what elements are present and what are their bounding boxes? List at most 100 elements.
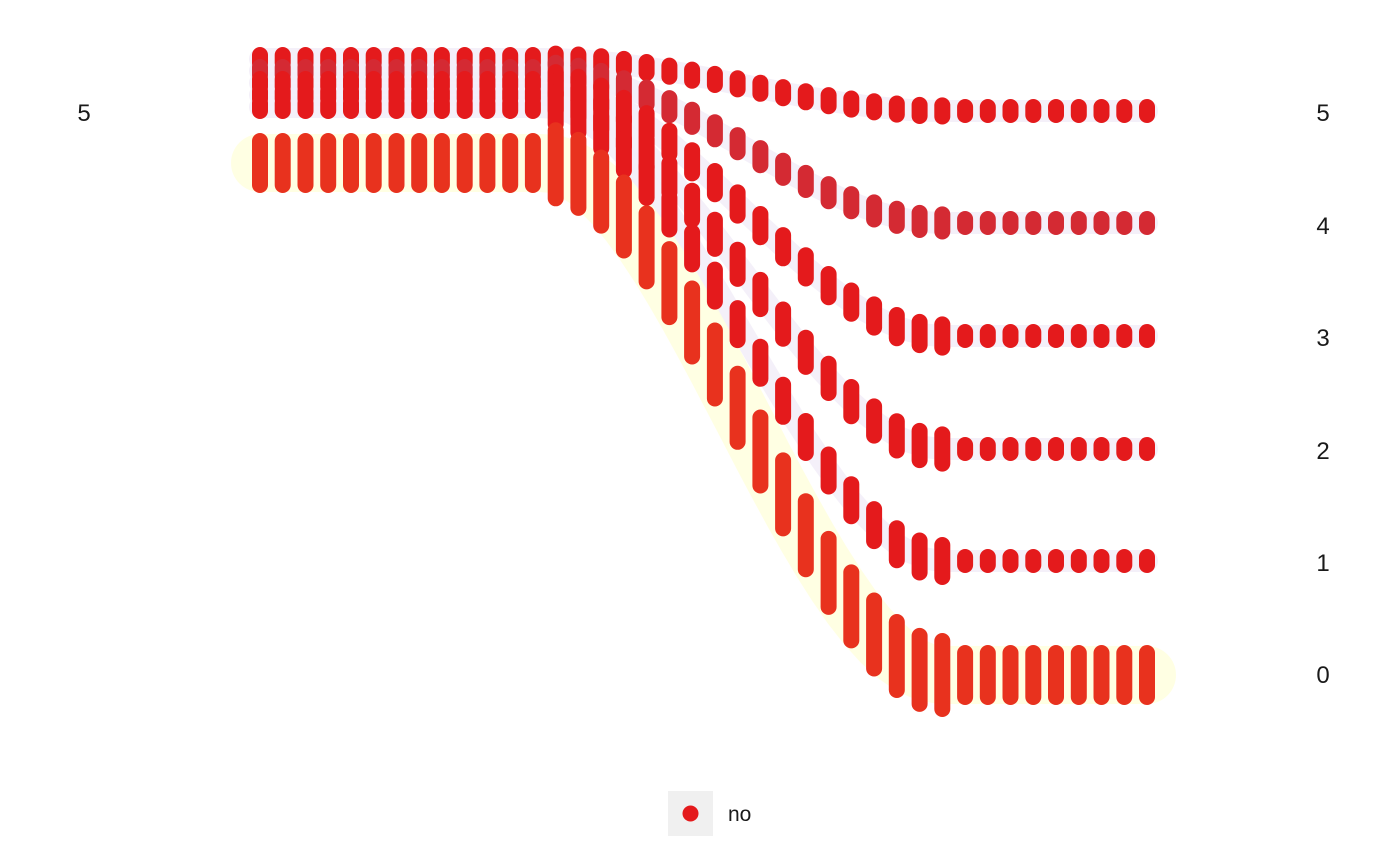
flow-5-to-3-dot-36 — [1070, 324, 1087, 348]
flow-5-to-1-dot-35 — [1048, 549, 1064, 573]
flow-5-to-0-dot-31 — [957, 645, 974, 705]
flow-5-to-0-dot-2 — [297, 133, 314, 193]
flow-5-to-2-dot-31 — [957, 437, 974, 461]
flow-5-to-5-dot-24 — [797, 83, 814, 111]
legend-key-dot — [682, 805, 699, 822]
flow-5-to-1-dot-28 — [888, 520, 905, 569]
flow-5-to-2-dot-35 — [1048, 437, 1064, 461]
flow-5-to-3-dot-31 — [957, 324, 974, 348]
flow-5-to-0-dot-23 — [775, 452, 792, 537]
flow-5-to-5-dot-18 — [661, 57, 678, 85]
right-axis-label-0: 0 — [1316, 662, 1329, 689]
flow-5-to-1-dot-24 — [797, 413, 814, 461]
flow-5-to-1-dot-0 — [252, 95, 268, 119]
flow-5-to-4-dot-25 — [820, 176, 837, 210]
flow-5-to-1-dot-5 — [365, 95, 382, 119]
flow-5-to-4-dot-31 — [957, 211, 974, 235]
flow-5-to-1-dot-25 — [820, 446, 837, 495]
flow-5-to-4-dot-26 — [843, 186, 860, 220]
right-axis-label-4: 4 — [1316, 213, 1329, 240]
flow-5-to-0-dot-38 — [1116, 645, 1133, 705]
flow-5-to-3-dot-35 — [1048, 324, 1064, 348]
flow-5-to-4-dot-18 — [661, 90, 678, 124]
flow-5-to-3-dot-26 — [843, 282, 860, 322]
flow-5-to-1-dot-6 — [388, 95, 405, 119]
flow-5-to-0-dot-5 — [365, 133, 382, 193]
flow-5-to-4-dot-21 — [729, 127, 746, 161]
flow-5-to-4-band — [249, 60, 1158, 234]
flow-5-to-0-dot-10 — [479, 133, 496, 193]
flow-5-to-2-dot-32 — [979, 437, 996, 461]
flow-5-to-2-dot-34 — [1025, 437, 1042, 461]
flow-5-to-3-dot-27 — [866, 296, 883, 336]
flow-5-to-3-dot-21 — [729, 184, 746, 224]
flow-5-to-0-dot-32 — [979, 645, 996, 705]
flow-5-to-2-dot-30 — [934, 426, 951, 472]
flow-5-to-1-dot-12 — [524, 95, 541, 119]
flow-5-to-4-dot-35 — [1048, 211, 1064, 235]
flow-5-to-3-band — [249, 72, 1158, 347]
flow-5-to-5-dot-33 — [1002, 99, 1019, 123]
flow-5-to-2-dot-21 — [729, 241, 746, 287]
flow-5-to-0-dot-1 — [274, 133, 291, 193]
flow-5-to-2-dot-28 — [888, 413, 905, 459]
flow-5-to-0-dot-11 — [502, 133, 519, 193]
flow-5-to-3-dot-37 — [1093, 324, 1110, 348]
flow-5-to-4-dot-20 — [706, 114, 723, 148]
flow-5-to-0-band — [231, 134, 1176, 704]
flow-5-to-5-dot-16 — [615, 50, 632, 78]
flow-5-to-1-band — [249, 96, 1158, 572]
flow-5-to-1-dot-10 — [479, 95, 496, 119]
flow-5-to-3-dot-19 — [684, 142, 701, 182]
flow-5-to-3-dot-25 — [820, 266, 837, 306]
flow-5-to-4-dot-17 — [638, 79, 655, 113]
flow-5-to-2-dot-29 — [911, 422, 928, 469]
left-axis-label-5: 5 — [77, 100, 90, 127]
flow-5-to-1-dot-26 — [843, 476, 860, 525]
flow-5-to-0-dot-30 — [934, 633, 951, 717]
flow-5-to-0-dot-36 — [1070, 645, 1087, 705]
right-axis-label-5: 5 — [1316, 100, 1329, 127]
flow-5-to-0-dot-3 — [320, 133, 337, 193]
flow-5-to-5-dot-39 — [1139, 99, 1155, 123]
flow-5-to-4-dot-27 — [866, 194, 883, 228]
flow-5-to-0-dot-33 — [1002, 645, 1019, 705]
flow-5-to-2-dot-27 — [866, 398, 883, 444]
flow-5-to-1-dot-17 — [638, 157, 655, 206]
flow-5-to-0-dot-35 — [1048, 645, 1064, 705]
flow-5-to-0-dot-13 — [547, 122, 564, 207]
flow-5-to-5-dot-25 — [820, 87, 837, 115]
flow-5-to-1-dot-22 — [752, 338, 769, 387]
flow-5-to-2-dot-24 — [797, 329, 814, 375]
flow-5-to-0-dot-16 — [615, 174, 632, 259]
flow-5-to-5-dot-31 — [957, 99, 974, 123]
flow-5-to-5-dot-17 — [638, 54, 655, 82]
flow-5-to-1-dot-11 — [502, 95, 519, 119]
flow-5-to-1-dot-27 — [866, 501, 883, 550]
flow-5-to-1-dot-3 — [320, 95, 337, 119]
flow-5-to-2-dot-39 — [1139, 437, 1155, 461]
flow-5-to-1-dot-38 — [1116, 549, 1133, 573]
flow-5-to-3-dot-28 — [888, 307, 905, 347]
flow-5-to-3-dot-22 — [752, 206, 769, 246]
flow-5-to-2-dot-37 — [1093, 437, 1110, 461]
flow-5-to-1-dot-34 — [1025, 549, 1042, 573]
flow-5-to-4-dot-32 — [979, 211, 996, 235]
flow-5-to-1-dot-30 — [934, 537, 951, 585]
flow-5-to-3-dot-20 — [706, 163, 723, 203]
flow-5-to-4-dot-28 — [888, 200, 905, 234]
flow-5-to-2-dot-36 — [1070, 437, 1087, 461]
flow-5-to-1-dot-20 — [706, 261, 723, 310]
flow-5-to-1-dot-19 — [684, 224, 701, 273]
flow-5-to-5-dot-26 — [843, 90, 860, 118]
flow-5-to-5-dot-38 — [1116, 99, 1133, 123]
flow-5-to-4-dot-22 — [752, 140, 769, 174]
flow-5-to-2-dot-23 — [775, 301, 792, 347]
flow-5-to-3-dot-38 — [1116, 324, 1133, 348]
right-axis-label-2: 2 — [1316, 438, 1329, 465]
flow-5-to-5-dot-29 — [911, 96, 928, 124]
flow-5-to-5-dot-19 — [684, 61, 701, 89]
flow-5-to-2-band — [249, 84, 1158, 460]
flow-5-to-3-dot-24 — [797, 247, 814, 287]
